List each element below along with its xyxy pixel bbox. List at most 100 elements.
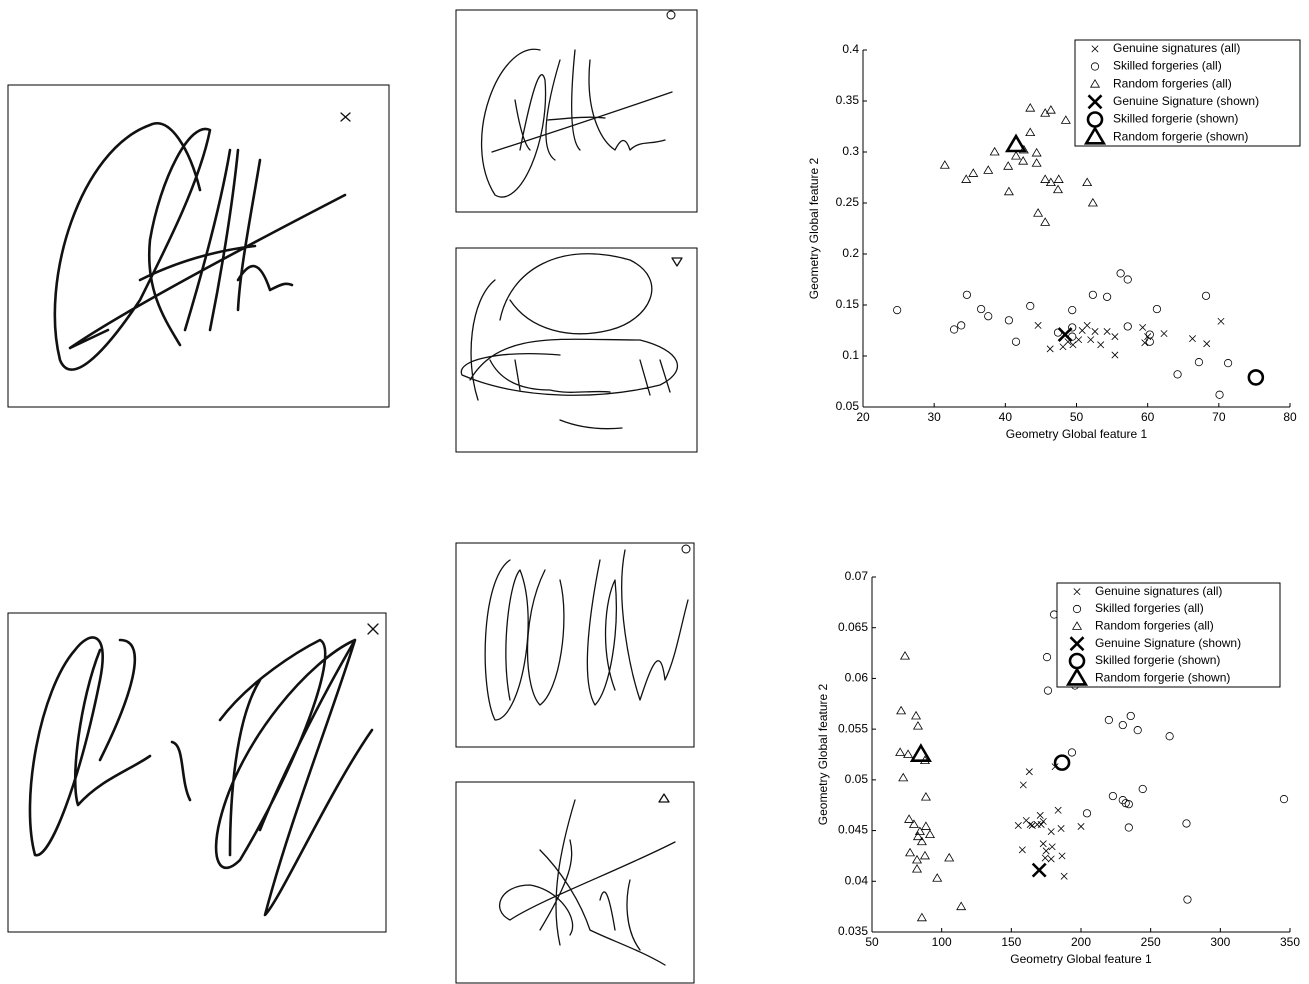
point xyxy=(1279,795,1289,804)
point xyxy=(1031,158,1042,167)
point xyxy=(912,720,923,730)
legend-label: Genuine signatures (all) xyxy=(1113,41,1240,55)
point xyxy=(1011,337,1021,346)
point xyxy=(1004,316,1013,325)
point xyxy=(1031,147,1042,157)
point xyxy=(1004,133,1028,153)
point xyxy=(1058,852,1066,860)
point xyxy=(1018,846,1026,854)
point xyxy=(949,325,959,334)
point xyxy=(1042,653,1052,662)
chart: 20 30 40 50 60 70 80 0.05 0.1 0.15 0.2 0.25 0.3 0.35 0… xyxy=(807,39,1301,441)
point xyxy=(895,747,906,756)
point xyxy=(1057,327,1073,342)
signature-panel xyxy=(455,781,695,984)
point xyxy=(900,651,911,660)
point xyxy=(1083,321,1091,329)
legend-marker xyxy=(1065,666,1089,686)
point xyxy=(1194,358,1204,367)
point xyxy=(1068,323,1077,332)
legend-label: Random forgeries (all) xyxy=(1113,76,1232,90)
point xyxy=(1025,768,1033,776)
point xyxy=(1152,304,1162,314)
point xyxy=(1223,359,1233,368)
point xyxy=(957,321,966,330)
point xyxy=(1189,335,1196,343)
charts: 20 30 40 50 60 70 80 0.05 0.1 0.15 0.2 0.25 0.3 0.35 0… xyxy=(807,39,1301,966)
point xyxy=(956,901,967,911)
point xyxy=(1247,369,1265,386)
y-tick-label: 0.35 xyxy=(836,93,860,107)
point xyxy=(905,847,916,857)
x-tick-label: 40 xyxy=(999,410,1013,424)
point xyxy=(911,710,922,720)
point xyxy=(1003,186,1014,196)
point xyxy=(914,826,925,836)
point xyxy=(1144,333,1152,341)
point xyxy=(916,836,927,846)
point xyxy=(1103,328,1111,336)
point xyxy=(1126,711,1135,721)
point xyxy=(912,831,923,841)
point xyxy=(944,852,955,862)
point xyxy=(1173,370,1182,379)
point xyxy=(1217,317,1225,325)
point xyxy=(1042,847,1050,855)
point xyxy=(1139,323,1147,331)
point xyxy=(1118,720,1127,730)
point xyxy=(1118,796,1127,805)
point xyxy=(1111,351,1119,359)
point xyxy=(1019,781,1027,789)
point xyxy=(1026,301,1035,311)
x-tick-label: 350 xyxy=(1280,935,1300,949)
point xyxy=(1054,806,1062,814)
point xyxy=(1053,754,1071,771)
point xyxy=(1034,321,1042,329)
point xyxy=(1039,840,1047,848)
point xyxy=(920,791,931,801)
y-tick-label: 0.15 xyxy=(836,297,860,311)
point xyxy=(1010,150,1022,160)
point xyxy=(1037,821,1045,828)
point xyxy=(1033,208,1044,217)
y-tick-label: 0.045 xyxy=(838,823,868,837)
point xyxy=(1123,322,1132,331)
legend-label: Random forgeries (all) xyxy=(1095,619,1214,633)
point xyxy=(1123,275,1132,284)
point xyxy=(1069,341,1077,349)
chart: 50 100 150 200 250 300 350 0.035 0.04 0.045 0.05 0.… xyxy=(816,569,1300,966)
x-axis-label: Geometry Global feature 1 xyxy=(1010,952,1152,966)
legend-marker xyxy=(1071,621,1083,630)
point xyxy=(961,174,972,183)
y-axis-label: Geometry Global feature 2 xyxy=(816,683,830,825)
point xyxy=(1060,115,1071,124)
x-tick-label: 60 xyxy=(1141,410,1155,424)
y-tick-label: 0.07 xyxy=(845,569,869,583)
legend xyxy=(1074,39,1301,147)
x-tick-label: 100 xyxy=(932,935,952,949)
point xyxy=(1060,872,1068,880)
legend-marker xyxy=(1069,636,1085,652)
legend-marker xyxy=(1091,45,1099,53)
x-tick-label: 250 xyxy=(1141,935,1161,949)
point xyxy=(1043,686,1053,695)
point xyxy=(1145,330,1154,339)
point xyxy=(1182,819,1191,828)
point xyxy=(1077,823,1085,830)
legend-label: Skilled forgeries (all) xyxy=(1095,601,1204,615)
y-tick-label: 0.05 xyxy=(836,399,860,413)
x-tick-label: 300 xyxy=(1210,935,1230,949)
point xyxy=(1082,809,1092,818)
y-tick-label: 0.055 xyxy=(838,721,868,735)
point xyxy=(911,864,923,873)
legend-label: Genuine Signature (shown) xyxy=(1113,94,1259,108)
point xyxy=(904,814,915,823)
point xyxy=(983,165,994,174)
legend-label: Random forgerie (shown) xyxy=(1095,671,1230,685)
point xyxy=(919,850,930,860)
legend-label: Skilled forgerie (shown) xyxy=(1095,653,1220,667)
legend-label: Genuine Signature (shown) xyxy=(1095,636,1241,650)
x-tick-label: 50 xyxy=(1070,410,1084,424)
point xyxy=(1097,341,1105,349)
point xyxy=(939,160,950,169)
